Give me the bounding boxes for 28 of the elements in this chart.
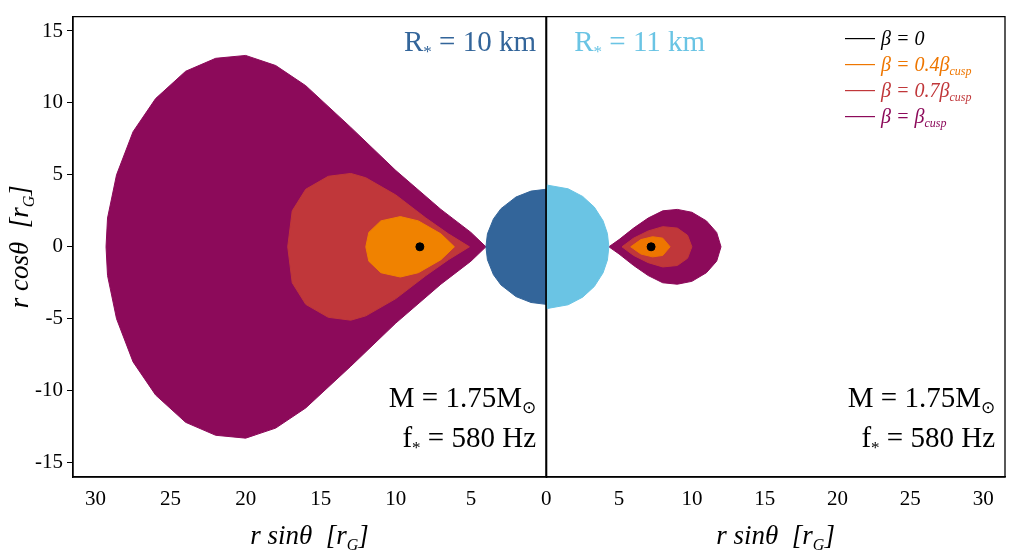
y-tick-label: 0 — [52, 233, 63, 258]
annotation: M = 1.75M⊙ — [847, 381, 995, 418]
annotation: R* = 10 km — [404, 24, 537, 61]
x-tick-label: 15 — [753, 486, 775, 511]
x-tick-label: 10 — [385, 486, 407, 511]
y-tick-label: -15 — [35, 449, 63, 474]
y-axis-title: r cosθ [rG] — [4, 185, 37, 309]
annotation: M = 1.75M⊙ — [388, 381, 536, 418]
y-tick-label: 5 — [52, 161, 63, 186]
x-tick-label: 5 — [613, 486, 625, 511]
x-tick-label: 5 — [465, 486, 477, 511]
annotation: f* = 580 Hz — [402, 421, 537, 458]
y-tick-label: -5 — [45, 305, 63, 330]
x-tick-label: 30 — [85, 486, 107, 511]
x-tick-label: 20 — [826, 486, 848, 511]
x-tick-label: 30 — [972, 486, 994, 511]
x-tick-label: 20 — [235, 486, 257, 511]
legend-label: β = 0 — [879, 26, 925, 50]
y-tick-label: -10 — [35, 377, 63, 402]
x-tick-label: 15 — [310, 486, 332, 511]
x-tick-label: 0 — [540, 486, 552, 511]
x-tick-label: 25 — [899, 486, 921, 511]
annotation: f* = 580 Hz — [861, 421, 995, 458]
y-tick-label: 15 — [42, 17, 63, 42]
annotation: R* = 11 km — [574, 24, 706, 61]
y-tick-label: 10 — [42, 89, 63, 114]
x-tick-label: 25 — [160, 486, 182, 511]
x-tick-label: 10 — [681, 486, 703, 511]
